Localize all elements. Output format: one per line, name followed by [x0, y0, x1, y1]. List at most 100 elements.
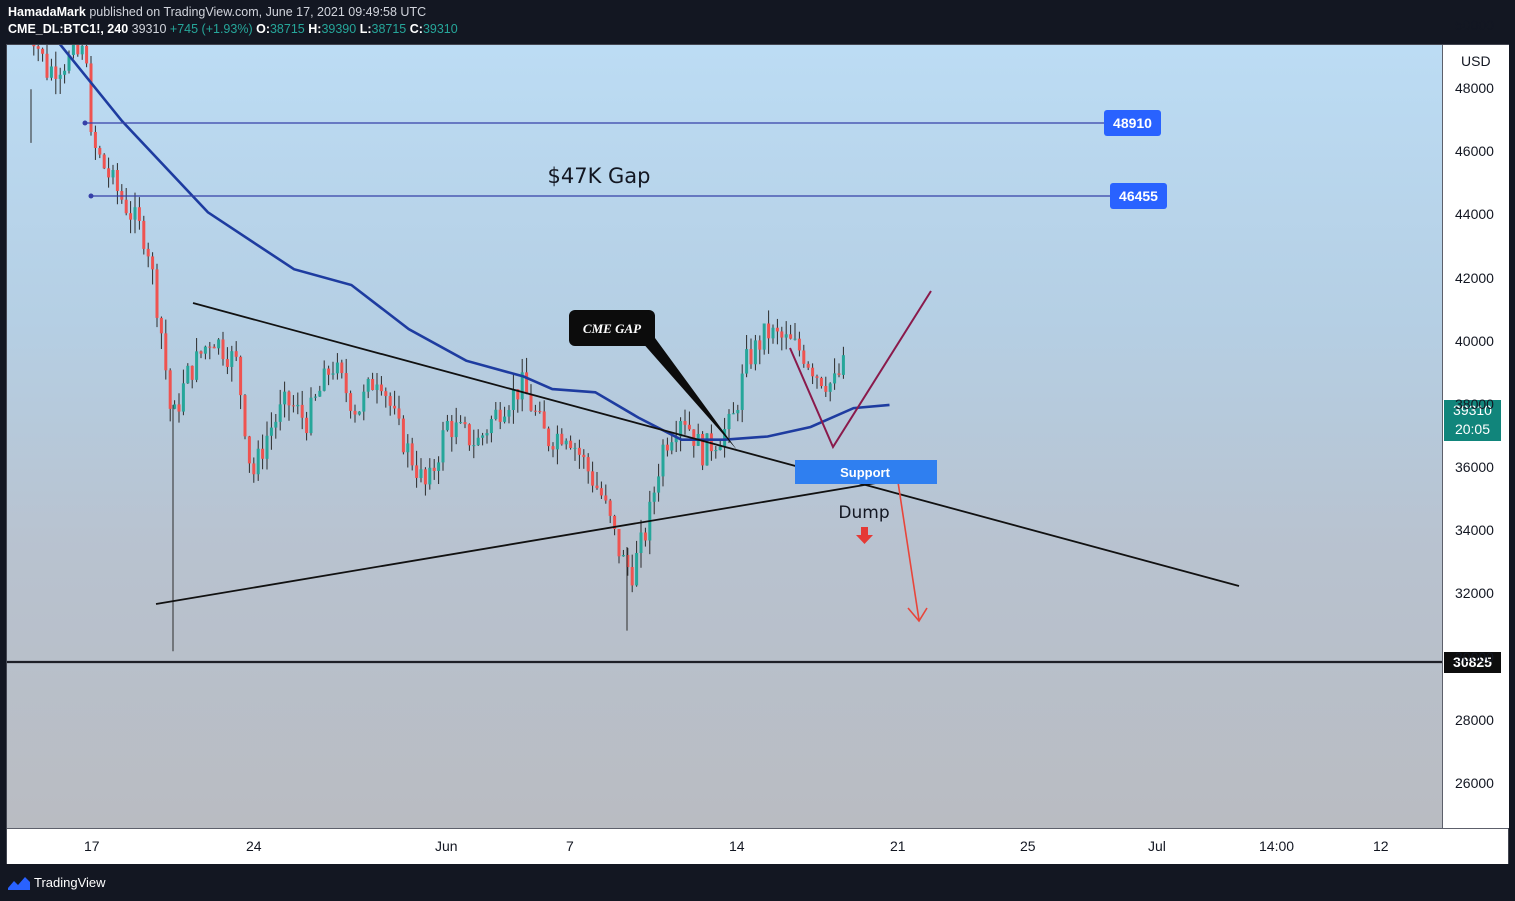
candle-body[interactable] — [63, 70, 67, 75]
candle-body[interactable] — [617, 528, 621, 557]
level-price-tag-30825[interactable]: 30825 — [1444, 652, 1501, 673]
candle-body[interactable] — [441, 430, 445, 463]
candle-body[interactable] — [371, 378, 375, 391]
candle-body[interactable] — [489, 419, 493, 434]
candle-body[interactable] — [635, 552, 639, 586]
candle-body[interactable] — [503, 416, 507, 422]
candle-body[interactable] — [107, 168, 111, 178]
candle-body[interactable] — [731, 413, 735, 415]
candle-body[interactable] — [278, 404, 282, 422]
candle-body[interactable] — [604, 495, 608, 501]
candle-body[interactable] — [525, 372, 529, 394]
candle-body[interactable] — [485, 433, 489, 436]
candle-body[interactable] — [740, 373, 744, 410]
candle-body[interactable] — [714, 450, 718, 452]
candle-body[interactable] — [146, 248, 150, 257]
candle-body[interactable] — [98, 147, 102, 155]
candle-body[interactable] — [331, 373, 335, 375]
last-price-tag[interactable]: 39310 20:05 — [1444, 400, 1501, 441]
candle-body[interactable] — [67, 54, 71, 71]
candle-body[interactable] — [247, 436, 251, 464]
candle-body[interactable] — [287, 391, 291, 406]
candle-body[interactable] — [173, 404, 177, 409]
candle-body[interactable] — [516, 389, 520, 400]
candle-body[interactable] — [120, 191, 124, 200]
candle-body[interactable] — [498, 409, 502, 422]
candle-body[interactable] — [335, 362, 339, 374]
projection-bounce-path[interactable] — [789, 290, 932, 450]
candle-body[interactable] — [190, 365, 194, 380]
candle-body[interactable] — [819, 377, 823, 387]
support-zone[interactable] — [795, 460, 937, 484]
candle-body[interactable] — [137, 207, 141, 221]
candle-body[interactable] — [463, 422, 467, 425]
candle-body[interactable] — [661, 444, 665, 477]
candle-body[interactable] — [802, 350, 806, 364]
candle-body[interactable] — [749, 349, 753, 365]
chart-pane[interactable]: CME GAP Support Dump $47K Gap 48910 4645… — [7, 45, 1442, 828]
candle-body[interactable] — [793, 338, 797, 340]
candle-body[interactable] — [459, 422, 463, 424]
candle-body[interactable] — [591, 471, 595, 486]
candle-body[interactable] — [445, 420, 449, 431]
candle-body[interactable] — [507, 409, 511, 417]
candle-body[interactable] — [177, 404, 181, 412]
candle-body[interactable] — [670, 442, 674, 451]
candle-body[interactable] — [129, 213, 133, 220]
moving-average-line[interactable] — [7, 45, 890, 441]
candle-body[interactable] — [467, 424, 471, 446]
candle-body[interactable] — [626, 555, 630, 568]
candle-body[interactable] — [762, 323, 766, 350]
candle-body[interactable] — [203, 346, 207, 354]
candle-body[interactable] — [450, 420, 454, 438]
candle-body[interactable] — [551, 446, 555, 450]
candle-body[interactable] — [384, 391, 388, 397]
candle-body[interactable] — [476, 437, 480, 446]
candle-body[interactable] — [569, 440, 573, 449]
candle-body[interactable] — [322, 368, 326, 391]
candle-body[interactable] — [344, 373, 348, 394]
candle-body[interactable] — [36, 46, 40, 49]
candle-body[interactable] — [340, 362, 344, 374]
candle-body[interactable] — [533, 410, 537, 412]
candle-body[interactable] — [85, 45, 89, 64]
candle-body[interactable] — [217, 339, 221, 349]
candle-body[interactable] — [701, 434, 705, 466]
candle-body[interactable] — [388, 396, 392, 406]
candle-body[interactable] — [102, 154, 106, 169]
candle-body[interactable] — [234, 351, 238, 357]
candle-body[interactable] — [80, 45, 84, 55]
candle-body[interactable] — [199, 351, 203, 354]
candle-body[interactable] — [410, 443, 414, 466]
candle-body[interactable] — [151, 256, 155, 270]
candle-body[interactable] — [32, 45, 36, 47]
candle-body[interactable] — [305, 417, 309, 434]
candle-body[interactable] — [652, 492, 656, 502]
candle-body[interactable] — [542, 411, 546, 429]
candle-body[interactable] — [357, 411, 361, 415]
candle-body[interactable] — [547, 428, 551, 447]
candle-body[interactable] — [309, 397, 313, 434]
candle-body[interactable] — [256, 448, 260, 475]
price-axis[interactable]: USD 39310 20:05 30825 50000 48000 46000 440… — [1442, 17, 1509, 828]
candle-body[interactable] — [745, 349, 749, 374]
candle-body[interactable] — [186, 365, 190, 384]
candle-body[interactable] — [159, 317, 163, 334]
candle-body[interactable] — [71, 45, 75, 55]
candle-body[interactable] — [555, 433, 559, 450]
candle-body[interactable] — [577, 447, 581, 455]
candle-body[interactable] — [111, 170, 115, 178]
candle-body[interactable] — [767, 323, 771, 339]
candle-body[interactable] — [265, 435, 269, 459]
candle-body[interactable] — [124, 199, 128, 214]
candle-body[interactable] — [727, 413, 731, 430]
candle-body[interactable] — [758, 340, 762, 350]
candle-body[interactable] — [828, 383, 832, 392]
candle-body[interactable] — [432, 467, 436, 471]
candle-body[interactable] — [709, 433, 713, 452]
candle-body[interactable] — [115, 170, 119, 192]
candle-body[interactable] — [243, 395, 247, 437]
candle-body[interactable] — [586, 457, 590, 472]
candle-body[interactable] — [674, 436, 678, 443]
candle-body[interactable] — [797, 338, 801, 351]
